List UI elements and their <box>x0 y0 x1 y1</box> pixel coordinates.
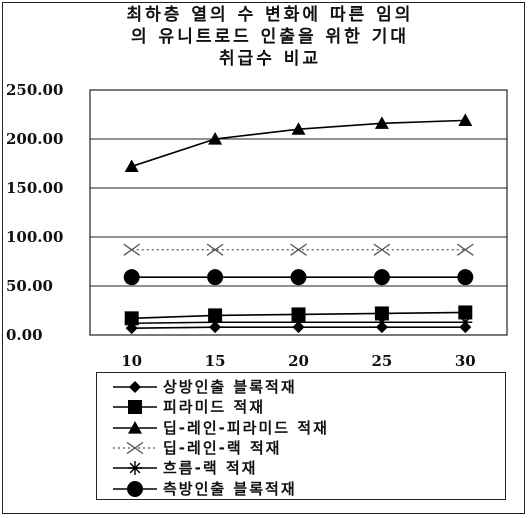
data-point <box>373 243 391 256</box>
x-tick-label: 15 <box>205 352 226 370</box>
legend-label: 피라미드 적재 <box>163 398 266 417</box>
y-tick-label: 250.00 <box>6 81 63 99</box>
y-tick-label: 100.00 <box>6 228 63 246</box>
legend-label: 딥-레인-피라미드 적재 <box>163 418 329 437</box>
legend-item: 상방인출 블록적재 <box>97 377 497 397</box>
legend-item: 딥-레인-피라미드 적재 <box>97 418 497 438</box>
legend-item: 측방인출 블록적재 <box>97 479 497 499</box>
data-point <box>458 305 473 320</box>
legend-swatch <box>113 400 157 415</box>
legend-marker <box>128 420 142 434</box>
data-point <box>290 243 307 256</box>
legend-swatch <box>113 461 157 476</box>
data-point <box>457 269 474 286</box>
legend-marker <box>126 441 144 455</box>
data-point <box>124 159 139 173</box>
legend-label: 상방인출 블록적재 <box>163 378 297 396</box>
legend-marker <box>128 400 142 415</box>
legend-swatch <box>113 441 157 455</box>
x-tick-label: 25 <box>371 352 392 370</box>
data-point <box>123 269 140 286</box>
legend-item: 흐름-랙 적재 <box>97 458 497 478</box>
plot-area <box>89 89 508 336</box>
data-point <box>208 132 223 145</box>
x-tick-label: 20 <box>288 352 309 370</box>
data-point <box>374 315 389 330</box>
series-star <box>124 315 473 331</box>
legend-item: 피라미드 적재 <box>97 397 497 417</box>
y-tick-label: 150.00 <box>6 179 63 197</box>
chart-title: 최하층 열의 수 변화에 따른 임의 의 유니트로드 인출을 위한 기대 취급수… <box>126 5 414 69</box>
x-tick-label: 10 <box>121 352 142 370</box>
legend-swatch <box>113 381 157 393</box>
data-point <box>291 315 306 330</box>
data-point <box>208 315 223 330</box>
data-point <box>123 243 141 256</box>
legend-marker <box>127 480 143 497</box>
data-point <box>374 306 389 321</box>
chart-plot: 0.00 50.00 100.00 150.00 200.00 250.00 10 15 20 2… <box>6 81 508 370</box>
legend-label: 측방인출 블록적재 <box>163 479 297 498</box>
series-x <box>123 243 474 256</box>
data-point <box>456 243 474 256</box>
series-triangle <box>124 113 473 173</box>
x-tick-label: 30 <box>455 352 476 370</box>
y-tick-label: 200.00 <box>6 130 63 148</box>
legend-swatch <box>113 480 157 497</box>
legend-label: 딥-레인-랙 적재 <box>163 438 282 457</box>
data-point <box>373 269 390 286</box>
legend-swatch <box>113 420 157 434</box>
y-tick-label: 0.00 <box>6 326 43 344</box>
data-point <box>290 269 307 286</box>
data-point <box>207 269 224 286</box>
data-point <box>124 316 139 331</box>
legend-marker <box>128 461 142 476</box>
legend-item: 딥-레인-랙 적재 <box>97 438 497 458</box>
data-point <box>374 116 389 129</box>
chart-frame <box>2 2 525 514</box>
data-point <box>458 315 473 330</box>
y-tick-label: 50.00 <box>6 277 53 295</box>
data-point <box>458 113 473 126</box>
series-circle <box>123 269 474 286</box>
data-point <box>291 122 306 135</box>
data-point <box>206 243 224 256</box>
legend-marker <box>129 381 141 393</box>
legend-label: 흐름-랙 적재 <box>163 459 258 478</box>
